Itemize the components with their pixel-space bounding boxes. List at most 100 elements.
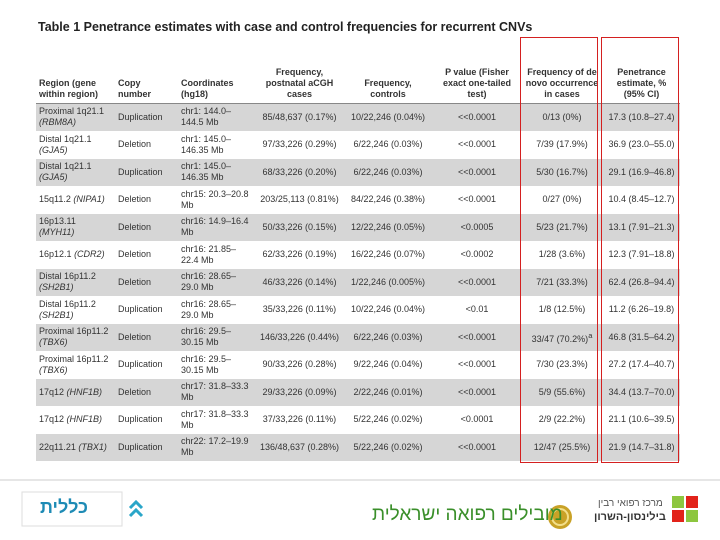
coords: chr1: 144.0–144.5 Mb	[181, 106, 232, 128]
region: 17q12	[39, 386, 65, 397]
penetrance: 27.2 (17.4–40.7)	[608, 359, 675, 370]
p-cell: <<0.0001	[433, 158, 521, 187]
cases: 85/48,637 (0.17%)	[262, 111, 337, 122]
denovo-cell: 0/13 (0%)	[521, 103, 603, 132]
copy: Deletion	[118, 249, 152, 260]
penetrance-cell: 21.1 (10.6–39.5)	[603, 406, 680, 434]
table-row: 16p12.1 (CDR2) Deletion chr16: 21.85–22.4 …	[36, 241, 680, 269]
p: <<0.0001	[457, 276, 497, 287]
p: <<0.0001	[457, 166, 497, 177]
p-cell: <<0.0001	[433, 433, 521, 462]
penetrance-cell: 27.2 (17.4–40.7)	[603, 351, 680, 379]
cases-cell: 50/33,226 (0.15%)	[256, 213, 343, 242]
p-cell: <0.01	[433, 296, 521, 324]
denovo: 1/8 (12.5%)	[538, 304, 586, 315]
penetrance: 21.1 (10.6–39.5)	[608, 414, 675, 425]
penetrance-cell: 11.2 (6.26–19.8)	[603, 296, 680, 324]
controls: 6/22,246 (0.03%)	[353, 331, 423, 342]
table-body: Proximal 1q21.1 (RBM8A) Duplication chr1: …	[36, 103, 680, 462]
gene: (GJA5)	[39, 144, 68, 155]
coords-cell: chr1: 145.0–146.35 Mb	[178, 131, 256, 159]
controls: 5/22,246 (0.02%)	[353, 441, 423, 452]
table-row: 16p13.11 (MYH11) Deletion chr16: 14.9–16.4…	[36, 213, 680, 242]
column-header: Copy number	[115, 40, 178, 104]
cases: 37/33,226 (0.11%)	[262, 414, 337, 425]
denovo-cell: 5/23 (21.7%)	[521, 213, 603, 242]
cases-cell: 136/48,637 (0.28%)	[256, 433, 343, 462]
copy: Duplication	[118, 166, 163, 177]
copy: Deletion	[118, 386, 152, 397]
slogan: מובילים רפואה ישראלית	[372, 504, 563, 525]
controls-cell: 2/22,246 (0.01%)	[343, 378, 433, 407]
controls: 10/22,246 (0.04%)	[350, 111, 426, 122]
gene: (HNF1B)	[66, 386, 103, 397]
controls-cell: 9/22,246 (0.04%)	[343, 351, 433, 379]
region: Distal 16p11.2	[39, 271, 96, 282]
p: <<0.0001	[457, 139, 497, 150]
p: <<0.0001	[457, 359, 497, 370]
cases-cell: 85/48,637 (0.17%)	[256, 103, 343, 132]
region-cell: 15q11.2 (NIPA1)	[36, 186, 115, 214]
table-row: 22q11.21 (TBX1) Duplication chr22: 17.2–19…	[36, 433, 680, 462]
table-row: Distal 16p11.2 (SH2B1) Duplication chr16: …	[36, 296, 680, 324]
region-cell: Distal 16p11.2 (SH2B1)	[36, 268, 115, 297]
region: Proximal 16p11.2	[39, 326, 109, 337]
coords-cell: chr1: 145.0–146.35 Mb	[178, 158, 256, 187]
denovo: 0/27 (0%)	[542, 194, 582, 205]
copy: Duplication	[118, 414, 163, 425]
penetrance-cell: 13.1 (7.91–21.3)	[603, 213, 680, 242]
p-cell: <<0.0001	[433, 351, 521, 379]
denovo-cell: 1/28 (3.6%)	[521, 241, 603, 269]
controls: 84/22,246 (0.38%)	[350, 194, 426, 205]
denovo: 5/30 (16.7%)	[536, 166, 588, 177]
coords: chr22: 17.2–19.9 Mb	[181, 436, 249, 458]
cases-cell: 37/33,226 (0.11%)	[256, 406, 343, 434]
controls: 1/22,246 (0.005%)	[350, 276, 426, 287]
region: 15q11.2	[39, 194, 71, 205]
table-row: Proximal 16p11.2 (TBX6) Duplication chr16:…	[36, 351, 680, 379]
copy-cell: Duplication	[115, 296, 178, 324]
penetrance-cell: 17.3 (10.8–27.4)	[603, 103, 680, 132]
coords: chr16: 29.5–30.15 Mb	[181, 326, 232, 348]
denovo-cell: 2/9 (22.2%)	[521, 406, 603, 434]
controls: 2/22,246 (0.01%)	[353, 386, 423, 397]
cases: 62/33,226 (0.19%)	[262, 249, 337, 260]
penetrance-cell: 12.3 (7.91–18.8)	[603, 241, 680, 269]
p: <0.0001	[460, 414, 494, 425]
header-row: Region (gene within region) Copy number Co…	[36, 40, 680, 104]
logo-square	[672, 510, 684, 522]
footer: כללית מובילים רפואה ישראלית מרכז רפואי ר…	[0, 478, 720, 540]
coords: chr1: 145.0–146.35 Mb	[181, 133, 232, 155]
controls: 6/22,246 (0.03%)	[353, 139, 423, 150]
penetrance-cell: 10.4 (8.45–12.7)	[603, 186, 680, 214]
coords: chr16: 21.85–22.4 Mb	[181, 243, 237, 265]
controls-cell: 10/22,246 (0.04%)	[343, 296, 433, 324]
controls-cell: 5/22,246 (0.02%)	[343, 406, 433, 434]
coords-cell: chr16: 28.65–29.0 Mb	[178, 268, 256, 297]
p-cell: <0.0001	[433, 406, 521, 434]
column-header: Frequency, postnatal aCGH cases	[256, 40, 343, 104]
coords-cell: chr16: 28.65–29.0 Mb	[178, 296, 256, 324]
right-logo-text: בילינסון-השרון	[594, 511, 666, 523]
left-logo-frame	[21, 491, 123, 527]
controls-cell: 10/22,246 (0.04%)	[343, 103, 433, 132]
denovo: 7/30 (23.3%)	[536, 359, 588, 370]
table-row: Distal 1q21.1 (GJA5) Duplication chr1: 145…	[36, 158, 680, 187]
region-cell: Proximal 16p11.2 (TBX6)	[36, 351, 115, 379]
copy-cell: Duplication	[115, 433, 178, 462]
penetrance-cell: 21.9 (14.7–31.8)	[603, 433, 680, 462]
coords-cell: chr16: 21.85–22.4 Mb	[178, 241, 256, 269]
gene: (RBM8A)	[39, 117, 77, 128]
denovo-cell: 7/39 (17.9%)	[521, 131, 603, 159]
denovo-cell: 0/27 (0%)	[521, 186, 603, 214]
p-cell: <<0.0001	[433, 103, 521, 132]
copy-cell: Deletion	[115, 186, 178, 214]
column-header: Frequency of de novo occurrence in cases	[521, 40, 603, 104]
copy: Duplication	[118, 304, 163, 315]
p: <<0.0001	[457, 194, 497, 205]
controls-cell: 16/22,246 (0.07%)	[343, 241, 433, 269]
penetrance: 36.9 (23.0–55.0)	[608, 139, 675, 150]
gene: (TBX6)	[39, 364, 68, 375]
column-header: Penetrance estimate, % (95% CI)	[603, 40, 680, 104]
logo-square	[672, 496, 684, 508]
